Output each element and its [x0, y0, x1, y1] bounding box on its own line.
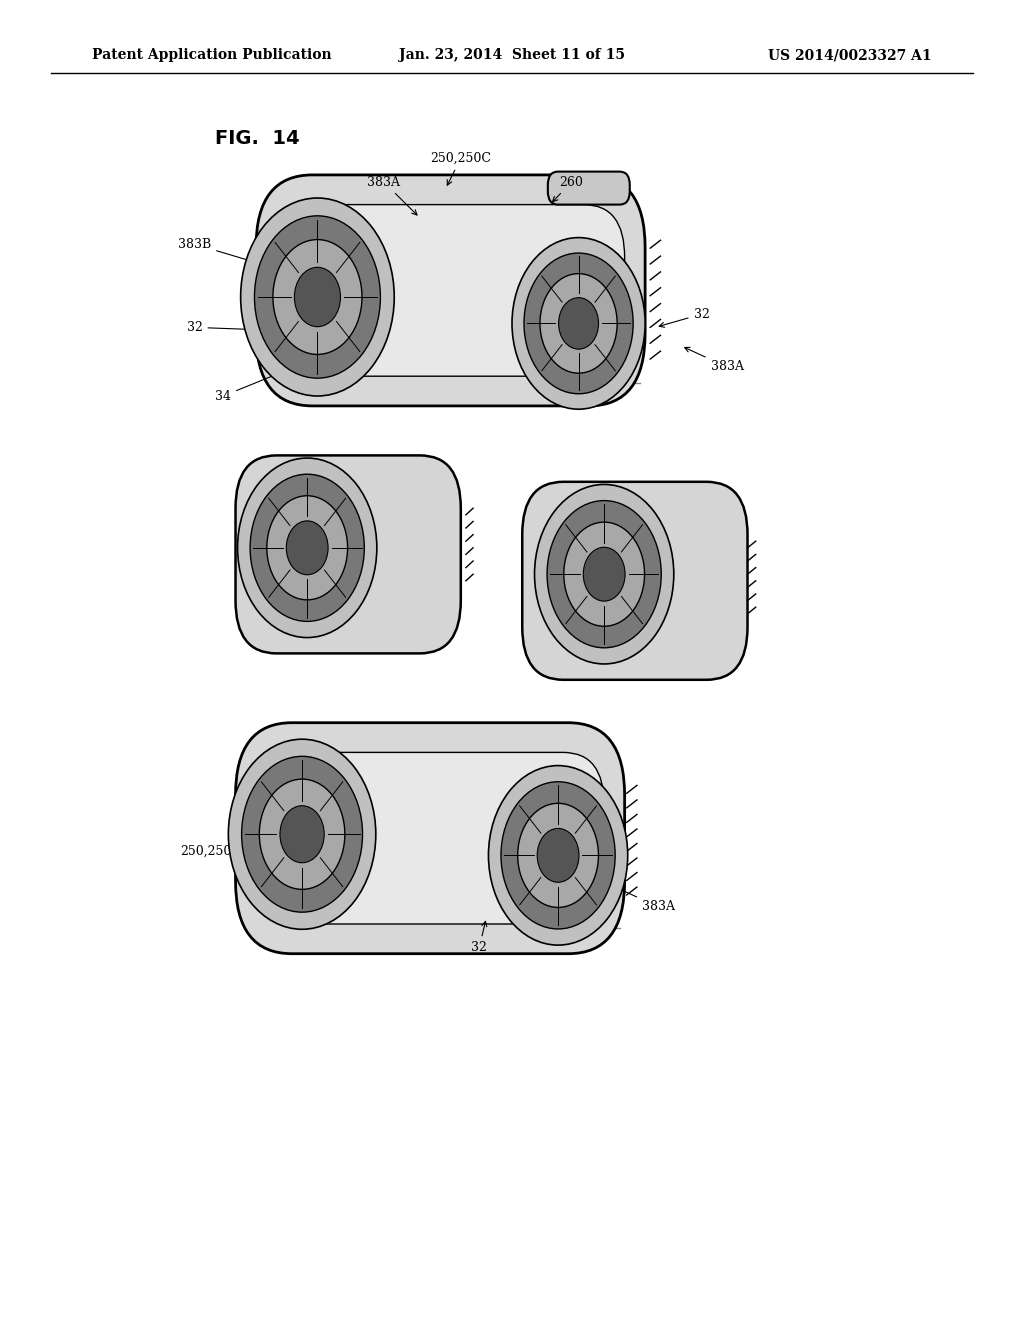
Text: 34: 34 — [573, 545, 597, 568]
Circle shape — [254, 215, 381, 378]
Text: 34: 34 — [607, 594, 631, 614]
Circle shape — [538, 829, 579, 882]
Circle shape — [238, 458, 377, 638]
Text: 383A: 383A — [368, 176, 417, 215]
FancyBboxPatch shape — [276, 205, 625, 376]
Circle shape — [518, 804, 598, 907]
Circle shape — [488, 766, 628, 945]
Circle shape — [524, 253, 633, 393]
Text: Patent Application Publication: Patent Application Publication — [92, 49, 332, 62]
Text: FIG.  14: FIG. 14 — [215, 129, 300, 148]
Circle shape — [250, 474, 365, 622]
Circle shape — [242, 756, 362, 912]
Circle shape — [241, 198, 394, 396]
FancyBboxPatch shape — [256, 752, 604, 924]
Circle shape — [267, 496, 347, 599]
Text: 383B: 383B — [178, 238, 257, 264]
Text: 32: 32 — [186, 321, 262, 334]
Text: 34: 34 — [215, 374, 278, 403]
Text: 383A: 383A — [685, 347, 743, 374]
FancyBboxPatch shape — [236, 723, 625, 953]
Text: Jan. 23, 2014  Sheet 11 of 15: Jan. 23, 2014 Sheet 11 of 15 — [399, 49, 625, 62]
Circle shape — [259, 779, 345, 890]
Text: 32: 32 — [471, 921, 487, 954]
Circle shape — [280, 805, 325, 863]
Circle shape — [287, 521, 328, 574]
Circle shape — [295, 267, 340, 327]
Text: 260: 260 — [553, 176, 584, 202]
Circle shape — [584, 548, 625, 601]
Circle shape — [228, 739, 376, 929]
Circle shape — [540, 273, 617, 374]
FancyBboxPatch shape — [522, 482, 748, 680]
Circle shape — [512, 238, 645, 409]
Circle shape — [501, 781, 615, 929]
Text: 250,250C: 250,250C — [430, 152, 492, 185]
Circle shape — [559, 297, 598, 348]
Circle shape — [272, 240, 362, 354]
FancyBboxPatch shape — [256, 176, 645, 407]
FancyBboxPatch shape — [548, 172, 630, 205]
Text: 383A: 383A — [306, 873, 339, 898]
Circle shape — [547, 500, 662, 648]
FancyBboxPatch shape — [236, 455, 461, 653]
Text: US 2014/0023327 A1: US 2014/0023327 A1 — [768, 49, 932, 62]
Text: 32: 32 — [659, 308, 710, 327]
Circle shape — [564, 523, 644, 626]
Text: 250,250S: 250,250S — [180, 829, 265, 858]
Text: 383A: 383A — [613, 886, 675, 913]
Circle shape — [535, 484, 674, 664]
